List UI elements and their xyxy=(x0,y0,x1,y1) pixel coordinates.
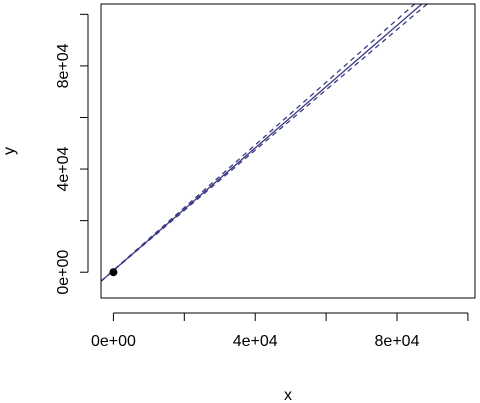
x-tick-label: 0e+00 xyxy=(91,333,136,350)
x-axis-ticks: 0e+00 4e+04 8e+04 xyxy=(91,312,469,350)
x-tick-label: 4e+04 xyxy=(233,333,278,350)
series-lower-bound xyxy=(101,4,428,282)
points-layer xyxy=(109,268,118,277)
series-layer xyxy=(101,4,428,282)
y-axis-label: y xyxy=(1,147,18,155)
y-tick-label: 8e+04 xyxy=(55,43,72,88)
x-axis-label: x xyxy=(284,387,292,403)
x-tick-label: 8e+04 xyxy=(375,333,420,350)
series-upper-bound xyxy=(101,4,416,282)
y-tick-label: 0e+00 xyxy=(55,250,72,295)
y-axis-ticks: 0e+00 4e+04 8e+04 xyxy=(55,13,89,295)
series-fit xyxy=(101,4,423,282)
data-point xyxy=(109,268,118,277)
plot-frame xyxy=(100,3,476,299)
y-tick-label: 4e+04 xyxy=(55,146,72,191)
